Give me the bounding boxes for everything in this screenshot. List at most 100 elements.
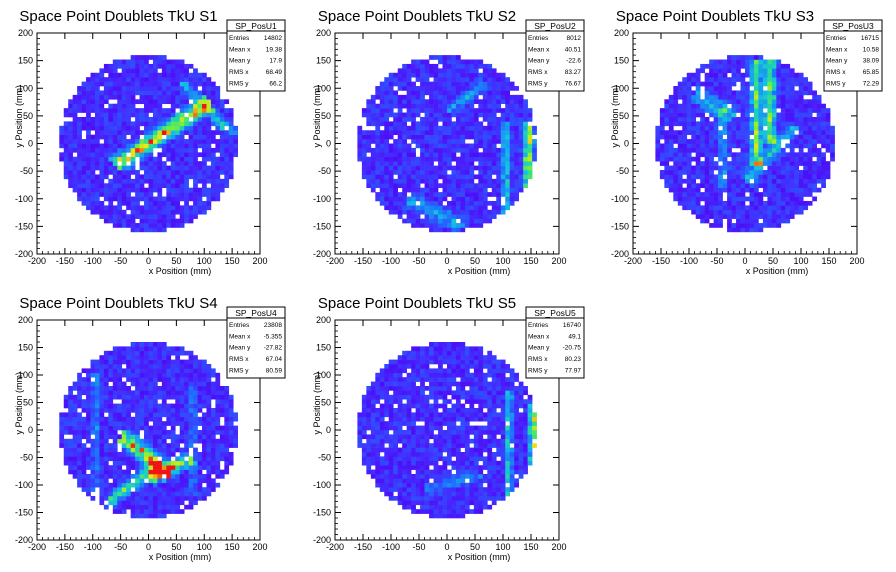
heatmap-bin: [397, 81, 403, 87]
heatmap-bin: [758, 161, 764, 166]
heatmap-bin: [99, 443, 105, 448]
heatmap-bin: [117, 94, 123, 100]
heatmap-bin: [397, 94, 403, 100]
heatmap-bin: [121, 99, 127, 105]
heatmap-bin: [188, 187, 194, 193]
heatmap-bin: [157, 152, 163, 158]
heatmap-bin: [179, 178, 185, 184]
heatmap-bin: [197, 381, 203, 387]
heatmap-bin: [144, 139, 149, 144]
heatmap-bin: [224, 134, 230, 140]
heatmap-bin: [789, 68, 795, 74]
heatmap-bin: [731, 81, 737, 87]
stats-label: Mean y: [528, 58, 550, 65]
heatmap-bin: [193, 386, 198, 391]
heatmap-bin: [722, 59, 728, 65]
heatmap-bin: [130, 364, 136, 369]
heatmap-bin: [803, 81, 809, 87]
heatmap-bin: [86, 94, 91, 100]
heatmap-bin: [442, 94, 448, 100]
heatmap-bin: [108, 205, 114, 211]
heatmap-bin: [59, 125, 65, 131]
heatmap-bin: [731, 125, 737, 131]
heatmap-bin: [81, 108, 87, 113]
stats-label: RMS y: [229, 81, 249, 88]
heatmap-bin: [718, 68, 723, 74]
heatmap-bin: [197, 170, 203, 175]
heatmap-bin: [758, 90, 764, 96]
heatmap-bin: [90, 478, 96, 484]
heatmap-bin: [758, 227, 764, 233]
heatmap-bin: [148, 372, 154, 378]
heatmap-bin: [393, 192, 399, 197]
heatmap-bin: [709, 192, 714, 197]
heatmap-bin: [161, 161, 167, 166]
heatmap-bin: [767, 209, 773, 215]
heatmap-bin: [771, 77, 777, 82]
heatmap-bin: [94, 452, 100, 457]
heatmap-bin: [197, 108, 203, 113]
heatmap-bin: [384, 108, 390, 113]
heatmap-bin: [117, 152, 123, 158]
heatmap-bin: [103, 147, 109, 153]
heatmap-bin: [135, 187, 140, 193]
heatmap-bin: [695, 200, 701, 206]
heatmap-bin: [442, 214, 448, 219]
heatmap-bin: [455, 125, 461, 131]
heatmap-bin: [736, 116, 741, 122]
heatmap-bin: [455, 209, 461, 215]
heatmap-bin: [532, 156, 537, 162]
heatmap-bin: [727, 223, 732, 228]
heatmap-bin: [518, 99, 524, 105]
heatmap-bin: [152, 434, 158, 440]
heatmap-bin: [139, 72, 145, 78]
heatmap-bin: [388, 183, 394, 188]
heatmap-bin: [713, 196, 719, 202]
heatmap-bin: [202, 156, 207, 162]
heatmap-bin: [460, 183, 466, 188]
heatmap-bin: [197, 161, 203, 166]
heatmap-bin: [745, 125, 750, 131]
heatmap-bin: [184, 491, 189, 497]
heatmap-bin: [139, 412, 145, 418]
heatmap-bin: [86, 452, 91, 457]
heatmap-bin: [179, 474, 185, 479]
heatmap-bin: [509, 112, 515, 118]
heatmap-bin: [473, 192, 479, 197]
heatmap-bin: [202, 412, 207, 418]
heatmap-bin: [691, 165, 697, 171]
heatmap-bin: [727, 125, 732, 131]
heatmap-bin: [794, 143, 800, 149]
heatmap-bin: [700, 63, 705, 69]
heatmap-bin: [366, 99, 372, 105]
heatmap-bin: [130, 355, 136, 360]
heatmap-bin: [731, 116, 737, 122]
heatmap-bin: [825, 147, 831, 153]
heatmap-bin: [727, 116, 732, 122]
heatmap-bin: [455, 192, 461, 197]
heatmap-bin: [691, 187, 697, 193]
heatmap-bin: [188, 469, 194, 475]
heatmap-bin: [59, 143, 65, 149]
heatmap-bin: [108, 72, 114, 78]
heatmap-bin: [402, 94, 407, 100]
heatmap-bin: [527, 112, 533, 118]
heatmap-bin: [103, 386, 109, 391]
heatmap-bin: [90, 359, 96, 365]
heatmap-bin: [148, 350, 154, 356]
heatmap-bin: [420, 77, 425, 82]
heatmap-bin: [745, 218, 750, 224]
heatmap-bin: [370, 156, 376, 162]
heatmap-bin: [722, 90, 728, 96]
heatmap-bin: [197, 125, 203, 131]
heatmap-bin: [135, 478, 140, 484]
heatmap-bin: [161, 68, 167, 74]
heatmap-bin: [375, 165, 381, 171]
heatmap-bin: [420, 121, 425, 127]
heatmap-bin: [99, 368, 105, 374]
heatmap-bin: [161, 165, 167, 171]
heatmap-bin: [103, 377, 109, 382]
heatmap-bin: [384, 200, 390, 206]
heatmap-bin: [455, 72, 461, 78]
heatmap-bin: [103, 130, 109, 135]
